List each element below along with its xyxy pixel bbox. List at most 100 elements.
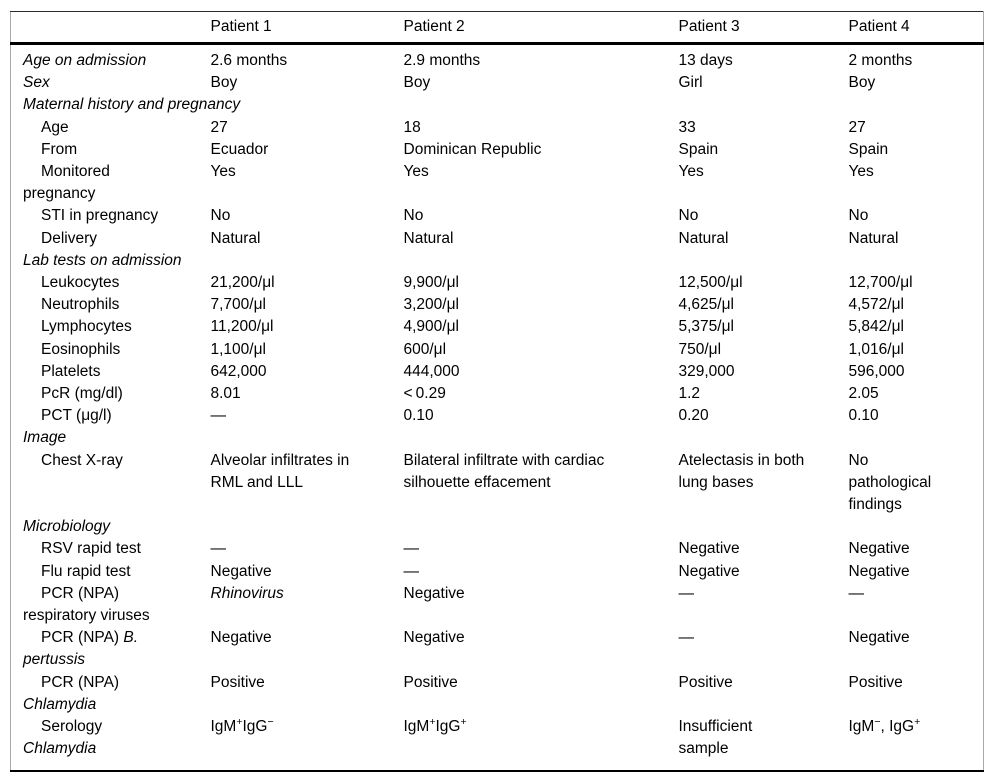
cell: < 0.29 [403,385,446,403]
cell: Negative [848,629,910,647]
cell: Bilateral infiltrate with cardiac silhou… [403,451,605,491]
cell: IgM+IgG− [210,715,274,736]
cell: 18 [403,118,421,136]
cell: Boy [403,74,431,92]
table-row-pcr-mg-dl: PcR (mg/dl) 8.01 < 0.29 1.2 2.05 [11,383,984,405]
cell: Positive [678,673,733,691]
row-label: Monitored pregnancy [23,163,110,203]
cell: Natural [678,229,729,247]
cell [404,250,679,272]
cell: 1,016/μl [848,340,904,358]
cell: Negative [848,540,910,558]
row-label: Lymphocytes [41,318,132,336]
table-row-pcr-npa-chlamydia: PCR (NPA) Chlamydia Positive Positive Posit… [11,672,984,716]
row-label: Maternal history and pregnancy [23,96,241,114]
cell: 12,700/μl [848,274,913,292]
cell: Insufficient sample [678,718,753,758]
cell: Negative [403,629,465,647]
cell [679,516,849,538]
cell [849,427,984,449]
cell: 2.05 [848,385,879,403]
cell [849,94,984,116]
column-header: Patient 1 [210,11,404,45]
cell: 2 months [848,52,913,69]
cell: IgM+IgG+ [403,715,467,736]
cell: Dominican Republic [403,140,542,158]
row-label: Flu rapid test [41,562,131,580]
row-label: Neutrophils [41,296,120,314]
cell: 0.10 [848,407,879,425]
column-header: Patient 3 [678,11,849,45]
cell: 11,200/μl [210,318,274,336]
table-row-neutrophils: Neutrophils 7,700/μl 3,200/μl 4,625/μl 4,572… [11,294,984,316]
cell: — [678,629,695,647]
cell: No [403,207,424,225]
cell [211,516,404,538]
cell: No [210,207,231,225]
table-row-leukocytes: Leukocytes 21,200/μl 9,900/μl 12,500/μl 12,7… [11,272,984,294]
cell: Spain [848,140,889,158]
row-label: Sex [23,74,50,92]
cell: No [848,207,869,225]
table-row-monitored-pregnancy: Monitored pregnancy Yes Yes Yes Yes [11,161,984,205]
cell: Yes [403,163,429,181]
table-row-flu-rapid-test: Flu rapid test Negative — Negative Negative [11,561,984,583]
row-label: RSV rapid test [41,540,141,558]
cell: — [210,540,227,558]
table-body: Age on admission 2.6 months 2.9 months 13 d… [11,44,984,771]
row-label: Lab tests on admission [23,251,182,269]
cell: 3,200/μl [403,296,459,314]
row-label: Chest X-ray [41,451,123,469]
table-row-section-microbiology: Microbiology [11,516,984,538]
row-label: Leukocytes [41,274,120,292]
row-label: STI in pregnancy [41,207,159,225]
table-header: Patient 1 Patient 2 Patient 3 Patient 4 [10,11,984,45]
cell [679,427,849,449]
cell: 5,375/μl [678,318,734,336]
table-row-maternal-age: Age 27 18 33 27 [11,117,984,139]
cell: 2.6 months [210,52,288,69]
row-label: Microbiology [23,518,111,536]
cell: — [210,407,227,425]
table-row-sex: Sex Boy Boy Girl Boy [11,72,984,94]
cell: Negative [210,562,272,580]
row-label: PCR (NPA) Chlamydia [23,673,120,713]
cell: 4,625/μl [678,296,734,314]
header-row: Patient 1 Patient 2 Patient 3 Patient 4 [10,11,984,45]
cell: 0.10 [403,407,434,425]
cell: 21,200/μl [210,274,275,292]
cell: 750/μl [678,340,722,358]
cell: 27 [210,118,228,136]
row-label: Eosinophils [41,340,121,358]
table-row-chest-x-ray: Chest X-ray Alveolar infiltrates in RML a… [11,450,984,517]
table-row-eosinophils: Eosinophils 1,100/μl 600/μl 750/μl 1,016/μl [11,339,984,361]
row-label: Age [41,118,69,136]
cell [849,516,984,538]
cell: Negative [403,584,465,602]
table-row-section-maternal-history: Maternal history and pregnancy [11,94,984,116]
row-label: PCT (μg/l) [41,407,112,425]
table-row-pct-ug-l: PCT (μg/l) — 0.10 0.20 0.10 [11,405,984,427]
row-label: Delivery [41,229,97,247]
cell [679,94,849,116]
table-row-section-lab-tests: Lab tests on admission [11,250,984,272]
cell: 444,000 [403,362,460,380]
row-label: From [41,140,78,158]
cell: Alveolar infiltrates in RML and LLL [210,451,350,491]
cell: 9,900/μl [403,274,459,292]
cell: Positive [848,673,903,691]
cell: Negative [678,562,740,580]
cell: Boy [848,74,876,92]
row-label: Platelets [41,362,101,380]
cell: 8.01 [210,385,241,403]
cell: 1.2 [678,385,701,403]
cell: Natural [210,229,261,247]
cell: Yes [678,163,704,181]
cell: — [403,540,420,558]
table-row-pcr-npa-respiratory-viruses: PCR (NPA) respiratory viruses Rhinovirus N… [11,583,984,627]
cell [404,94,679,116]
cell: Natural [848,229,899,247]
row-label: PCR (NPA) B. pertussis [23,629,139,669]
table-row-lymphocytes: Lymphocytes 11,200/μl 4,900/μl 5,375/μl 5,84… [11,316,984,338]
